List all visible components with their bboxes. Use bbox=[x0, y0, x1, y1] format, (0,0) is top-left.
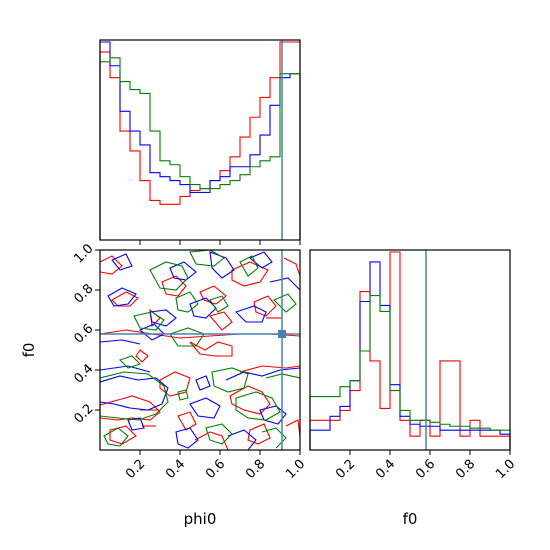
f0-axis-label-bottom: f0 bbox=[403, 510, 418, 528]
contour-lines bbox=[100, 250, 300, 450]
f0-axis-label-left: f0 bbox=[20, 343, 38, 358]
contour-frame bbox=[99, 249, 301, 451]
phi0-histogram-panel bbox=[99, 39, 301, 245]
phi0-hist-series-3 bbox=[99, 57, 301, 240]
f0-hist-series-2 bbox=[309, 261, 511, 450]
f0-histogram-frame bbox=[309, 249, 511, 451]
phi0-hist-series-2 bbox=[99, 41, 301, 240]
phi0-hist-series-1 bbox=[99, 41, 301, 240]
truth-marker bbox=[278, 330, 286, 338]
phi0-histogram-frame bbox=[99, 39, 301, 241]
f0-hist-series-3 bbox=[309, 295, 511, 450]
phi0-axis-label: phi0 bbox=[184, 510, 217, 528]
